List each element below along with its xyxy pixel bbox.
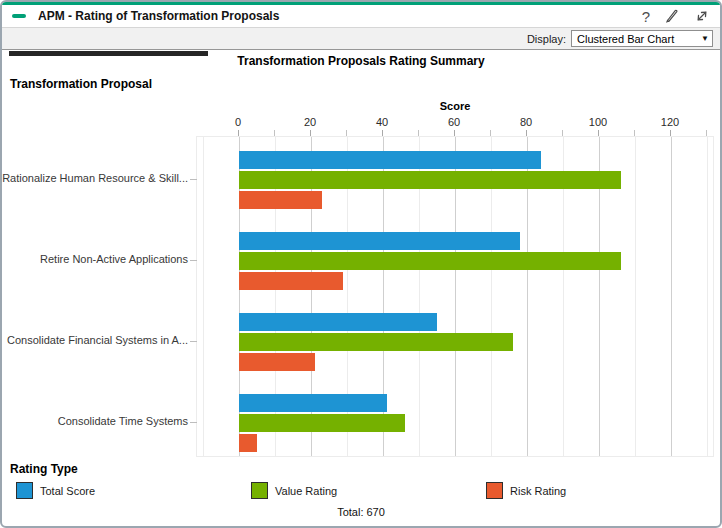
category-tick bbox=[190, 422, 197, 423]
x-axis-tick-label: 80 bbox=[506, 116, 546, 128]
display-toolbar: Display: Clustered Bar Chart ▼ bbox=[2, 28, 720, 50]
bar-value-rating[interactable] bbox=[239, 252, 621, 270]
display-dropdown-value: Clustered Bar Chart bbox=[577, 33, 674, 45]
category-tick bbox=[190, 260, 197, 261]
x-axis-tick-label: 100 bbox=[578, 116, 618, 128]
bar-risk-rating[interactable] bbox=[239, 434, 257, 452]
legend-label: Total Score bbox=[40, 485, 95, 497]
chevron-down-icon: ▼ bbox=[701, 34, 709, 43]
plot-area bbox=[196, 136, 714, 457]
y-axis-title: Transformation Proposal bbox=[10, 77, 152, 91]
x-axis-tick-label: 40 bbox=[362, 116, 402, 128]
bar-total-score[interactable] bbox=[239, 394, 387, 412]
window-title: APM - Rating of Transformation Proposals bbox=[38, 9, 279, 23]
bar-value-rating[interactable] bbox=[239, 171, 621, 189]
category-label: Consolidate Financial Systems in A... bbox=[2, 334, 188, 346]
x-axis-tick-label: 120 bbox=[650, 116, 690, 128]
display-label: Display: bbox=[527, 33, 566, 45]
window-header: APM - Rating of Transformation Proposals… bbox=[2, 5, 720, 28]
apm-window: APM - Rating of Transformation Proposals… bbox=[0, 0, 722, 528]
legend-item-total-score: Total Score bbox=[16, 482, 95, 499]
legend-label: Value Rating bbox=[275, 485, 337, 497]
help-icon[interactable]: ? bbox=[642, 9, 650, 24]
x-axis-tick-label: 0 bbox=[218, 116, 258, 128]
category-label: Rationalize Human Resource & Skill... bbox=[2, 172, 188, 184]
category-label: Retire Non-Active Applications bbox=[2, 253, 188, 265]
category-tick bbox=[190, 179, 197, 180]
category-tick bbox=[190, 341, 197, 342]
gridline bbox=[203, 137, 204, 456]
bar-total-score[interactable] bbox=[239, 232, 520, 250]
bar-total-score[interactable] bbox=[239, 151, 541, 169]
edit-pencil-icon[interactable] bbox=[664, 8, 680, 24]
bar-risk-rating[interactable] bbox=[239, 272, 343, 290]
value-rating-swatch bbox=[251, 482, 268, 499]
x-axis-title: Score bbox=[196, 100, 714, 112]
bar-risk-rating[interactable] bbox=[239, 353, 315, 371]
x-axis-tick-label: 60 bbox=[434, 116, 474, 128]
legend-title: Rating Type bbox=[10, 462, 78, 476]
total-score-swatch bbox=[16, 482, 33, 499]
expand-icon[interactable] bbox=[694, 8, 710, 24]
x-axis-tick-label: 20 bbox=[290, 116, 330, 128]
legend-item-value-rating: Value Rating bbox=[251, 482, 337, 499]
gridline bbox=[671, 137, 672, 456]
total-footer: Total: 670 bbox=[2, 506, 720, 518]
chart-title: Transformation Proposals Rating Summary bbox=[2, 54, 720, 68]
bar-risk-rating[interactable] bbox=[239, 191, 322, 209]
risk-rating-swatch bbox=[486, 482, 503, 499]
bar-total-score[interactable] bbox=[239, 313, 437, 331]
gridline bbox=[707, 137, 708, 456]
bar-value-rating[interactable] bbox=[239, 333, 513, 351]
collapse-icon[interactable] bbox=[12, 14, 26, 18]
display-dropdown[interactable]: Clustered Bar Chart ▼ bbox=[571, 30, 713, 47]
legend-label: Risk Rating bbox=[510, 485, 566, 497]
category-label: Consolidate Time Systems bbox=[2, 415, 188, 427]
gridline bbox=[635, 137, 636, 456]
bar-value-rating[interactable] bbox=[239, 414, 405, 432]
legend-item-risk-rating: Risk Rating bbox=[486, 482, 566, 499]
header-actions: ? bbox=[642, 8, 710, 24]
